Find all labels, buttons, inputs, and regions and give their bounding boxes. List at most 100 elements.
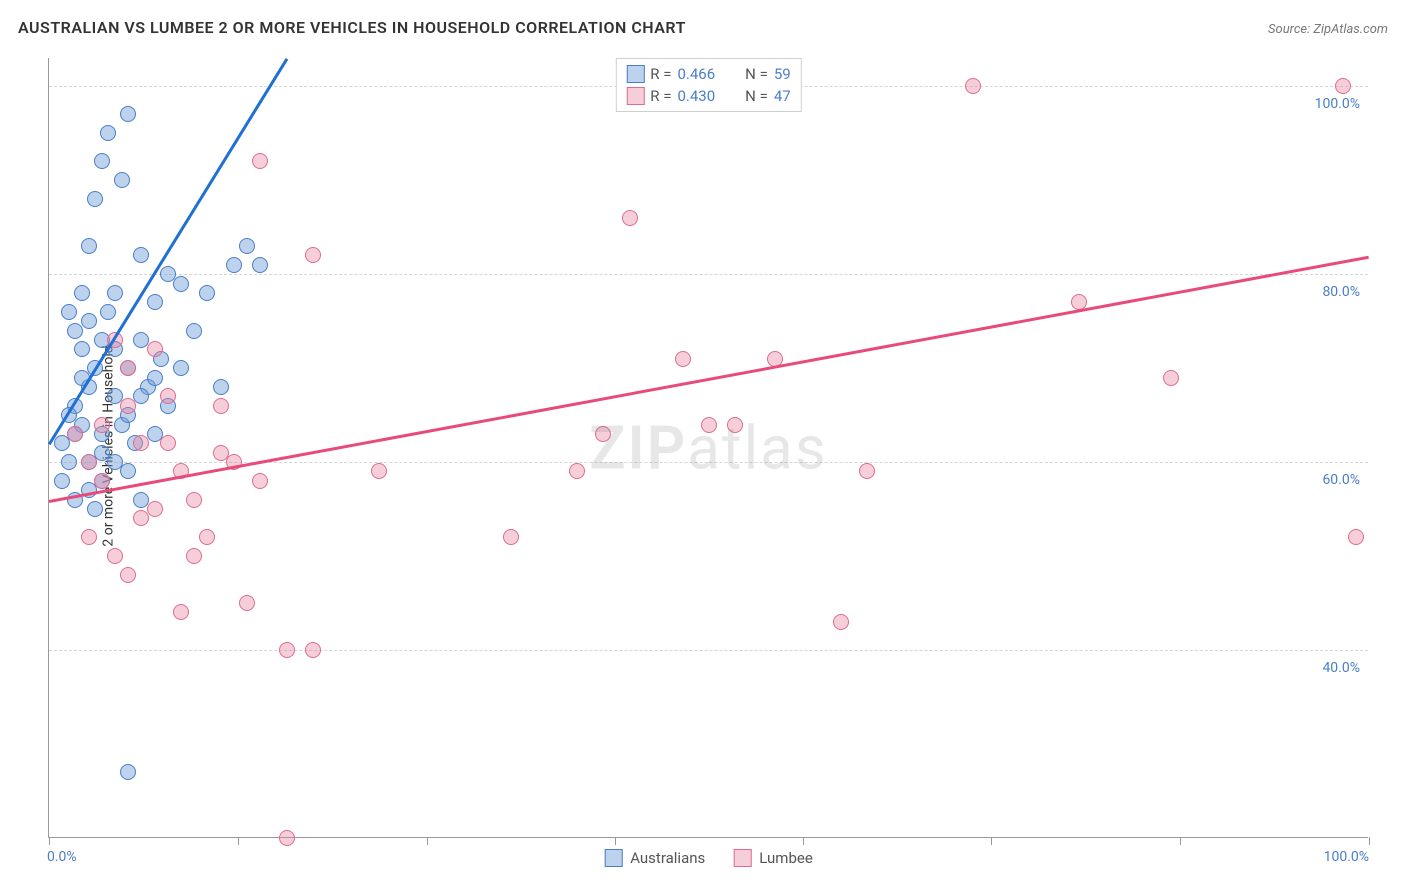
x-tick-label: 0.0% <box>47 849 77 865</box>
data-point <box>120 106 136 122</box>
data-point <box>100 125 116 141</box>
data-point <box>1348 529 1364 545</box>
data-point <box>727 417 743 433</box>
data-point <box>503 529 519 545</box>
legend-swatch <box>626 87 644 105</box>
data-point <box>186 548 202 564</box>
r-label: R = <box>650 87 671 105</box>
data-point <box>252 257 268 273</box>
data-point <box>147 341 163 357</box>
n-label: N = <box>745 87 768 105</box>
data-point <box>305 247 321 263</box>
data-point <box>239 238 255 254</box>
data-point <box>173 276 189 292</box>
scatter-plot: ZIPatlas R =0.466N =59R =0.430N =47 Aust… <box>48 58 1368 838</box>
x-tick <box>1180 837 1181 845</box>
data-point <box>100 304 116 320</box>
x-tick <box>1369 837 1370 845</box>
x-tick <box>803 837 804 845</box>
y-tick-label: 80.0% <box>1322 284 1360 300</box>
legend-swatch <box>604 849 622 867</box>
data-point <box>186 492 202 508</box>
data-point <box>279 642 295 658</box>
legend-row: R = 0.466 N = 59 <box>626 63 790 85</box>
source-label: Source: ZipAtlas.com <box>1268 22 1388 37</box>
data-point <box>120 398 136 414</box>
data-point <box>226 257 242 273</box>
data-point <box>213 445 229 461</box>
data-point <box>81 529 97 545</box>
data-point <box>54 473 70 489</box>
legend-item: Lumbee <box>733 849 813 867</box>
correlation-legend: R =0.466N =59R =0.430N =47 <box>615 58 801 112</box>
data-point <box>61 304 77 320</box>
r-label: R = <box>650 65 671 83</box>
series-legend: Australians Lumbee <box>604 849 813 867</box>
n-label: N = <box>745 65 768 83</box>
x-tick <box>49 837 50 845</box>
x-tick <box>427 837 428 845</box>
data-point <box>622 210 638 226</box>
legend-item: Australians <box>604 849 705 867</box>
x-tick-label: 100.0% <box>1324 849 1369 865</box>
data-point <box>81 313 97 329</box>
r-value: 0.430 <box>677 87 715 105</box>
data-point <box>61 454 77 470</box>
header: AUSTRALIAN VS LUMBEE 2 OR MORE VEHICLES … <box>18 18 1388 37</box>
data-point <box>87 191 103 207</box>
r-value: 0.466 <box>677 65 715 83</box>
data-point <box>595 426 611 442</box>
data-point <box>74 285 90 301</box>
data-point <box>67 426 83 442</box>
data-point <box>120 764 136 780</box>
data-point <box>81 454 97 470</box>
y-tick-label: 60.0% <box>1322 472 1360 488</box>
legend-swatch <box>733 849 751 867</box>
data-point <box>147 294 163 310</box>
data-point <box>94 153 110 169</box>
data-point <box>107 454 123 470</box>
data-point <box>1335 78 1351 94</box>
data-point <box>94 417 110 433</box>
data-point <box>675 351 691 367</box>
data-point <box>147 501 163 517</box>
data-point <box>305 642 321 658</box>
data-point <box>133 510 149 526</box>
data-point <box>133 435 149 451</box>
legend-label: Lumbee <box>759 849 813 867</box>
gridline <box>49 274 1368 275</box>
legend-swatch <box>626 65 644 83</box>
data-point <box>569 463 585 479</box>
data-point <box>833 614 849 630</box>
data-point <box>107 285 123 301</box>
data-point <box>173 604 189 620</box>
n-value: 59 <box>774 65 791 83</box>
x-tick <box>238 837 239 845</box>
data-point <box>87 501 103 517</box>
data-point <box>120 463 136 479</box>
gridline <box>49 650 1368 651</box>
data-point <box>252 473 268 489</box>
data-point <box>371 463 387 479</box>
data-point <box>133 247 149 263</box>
data-point <box>107 548 123 564</box>
data-point <box>279 830 295 846</box>
data-point <box>147 370 163 386</box>
data-point <box>133 388 149 404</box>
data-point <box>114 172 130 188</box>
data-point <box>199 529 215 545</box>
data-point <box>199 285 215 301</box>
y-tick-label: 100.0% <box>1315 96 1360 112</box>
data-point <box>859 463 875 479</box>
data-point <box>81 238 97 254</box>
chart-title: AUSTRALIAN VS LUMBEE 2 OR MORE VEHICLES … <box>18 18 686 37</box>
data-point <box>965 78 981 94</box>
x-tick <box>615 837 616 845</box>
x-tick <box>991 837 992 845</box>
data-point <box>160 435 176 451</box>
data-point <box>120 360 136 376</box>
data-point <box>213 379 229 395</box>
data-point <box>160 388 176 404</box>
y-tick-label: 40.0% <box>1322 660 1360 676</box>
data-point <box>701 417 717 433</box>
